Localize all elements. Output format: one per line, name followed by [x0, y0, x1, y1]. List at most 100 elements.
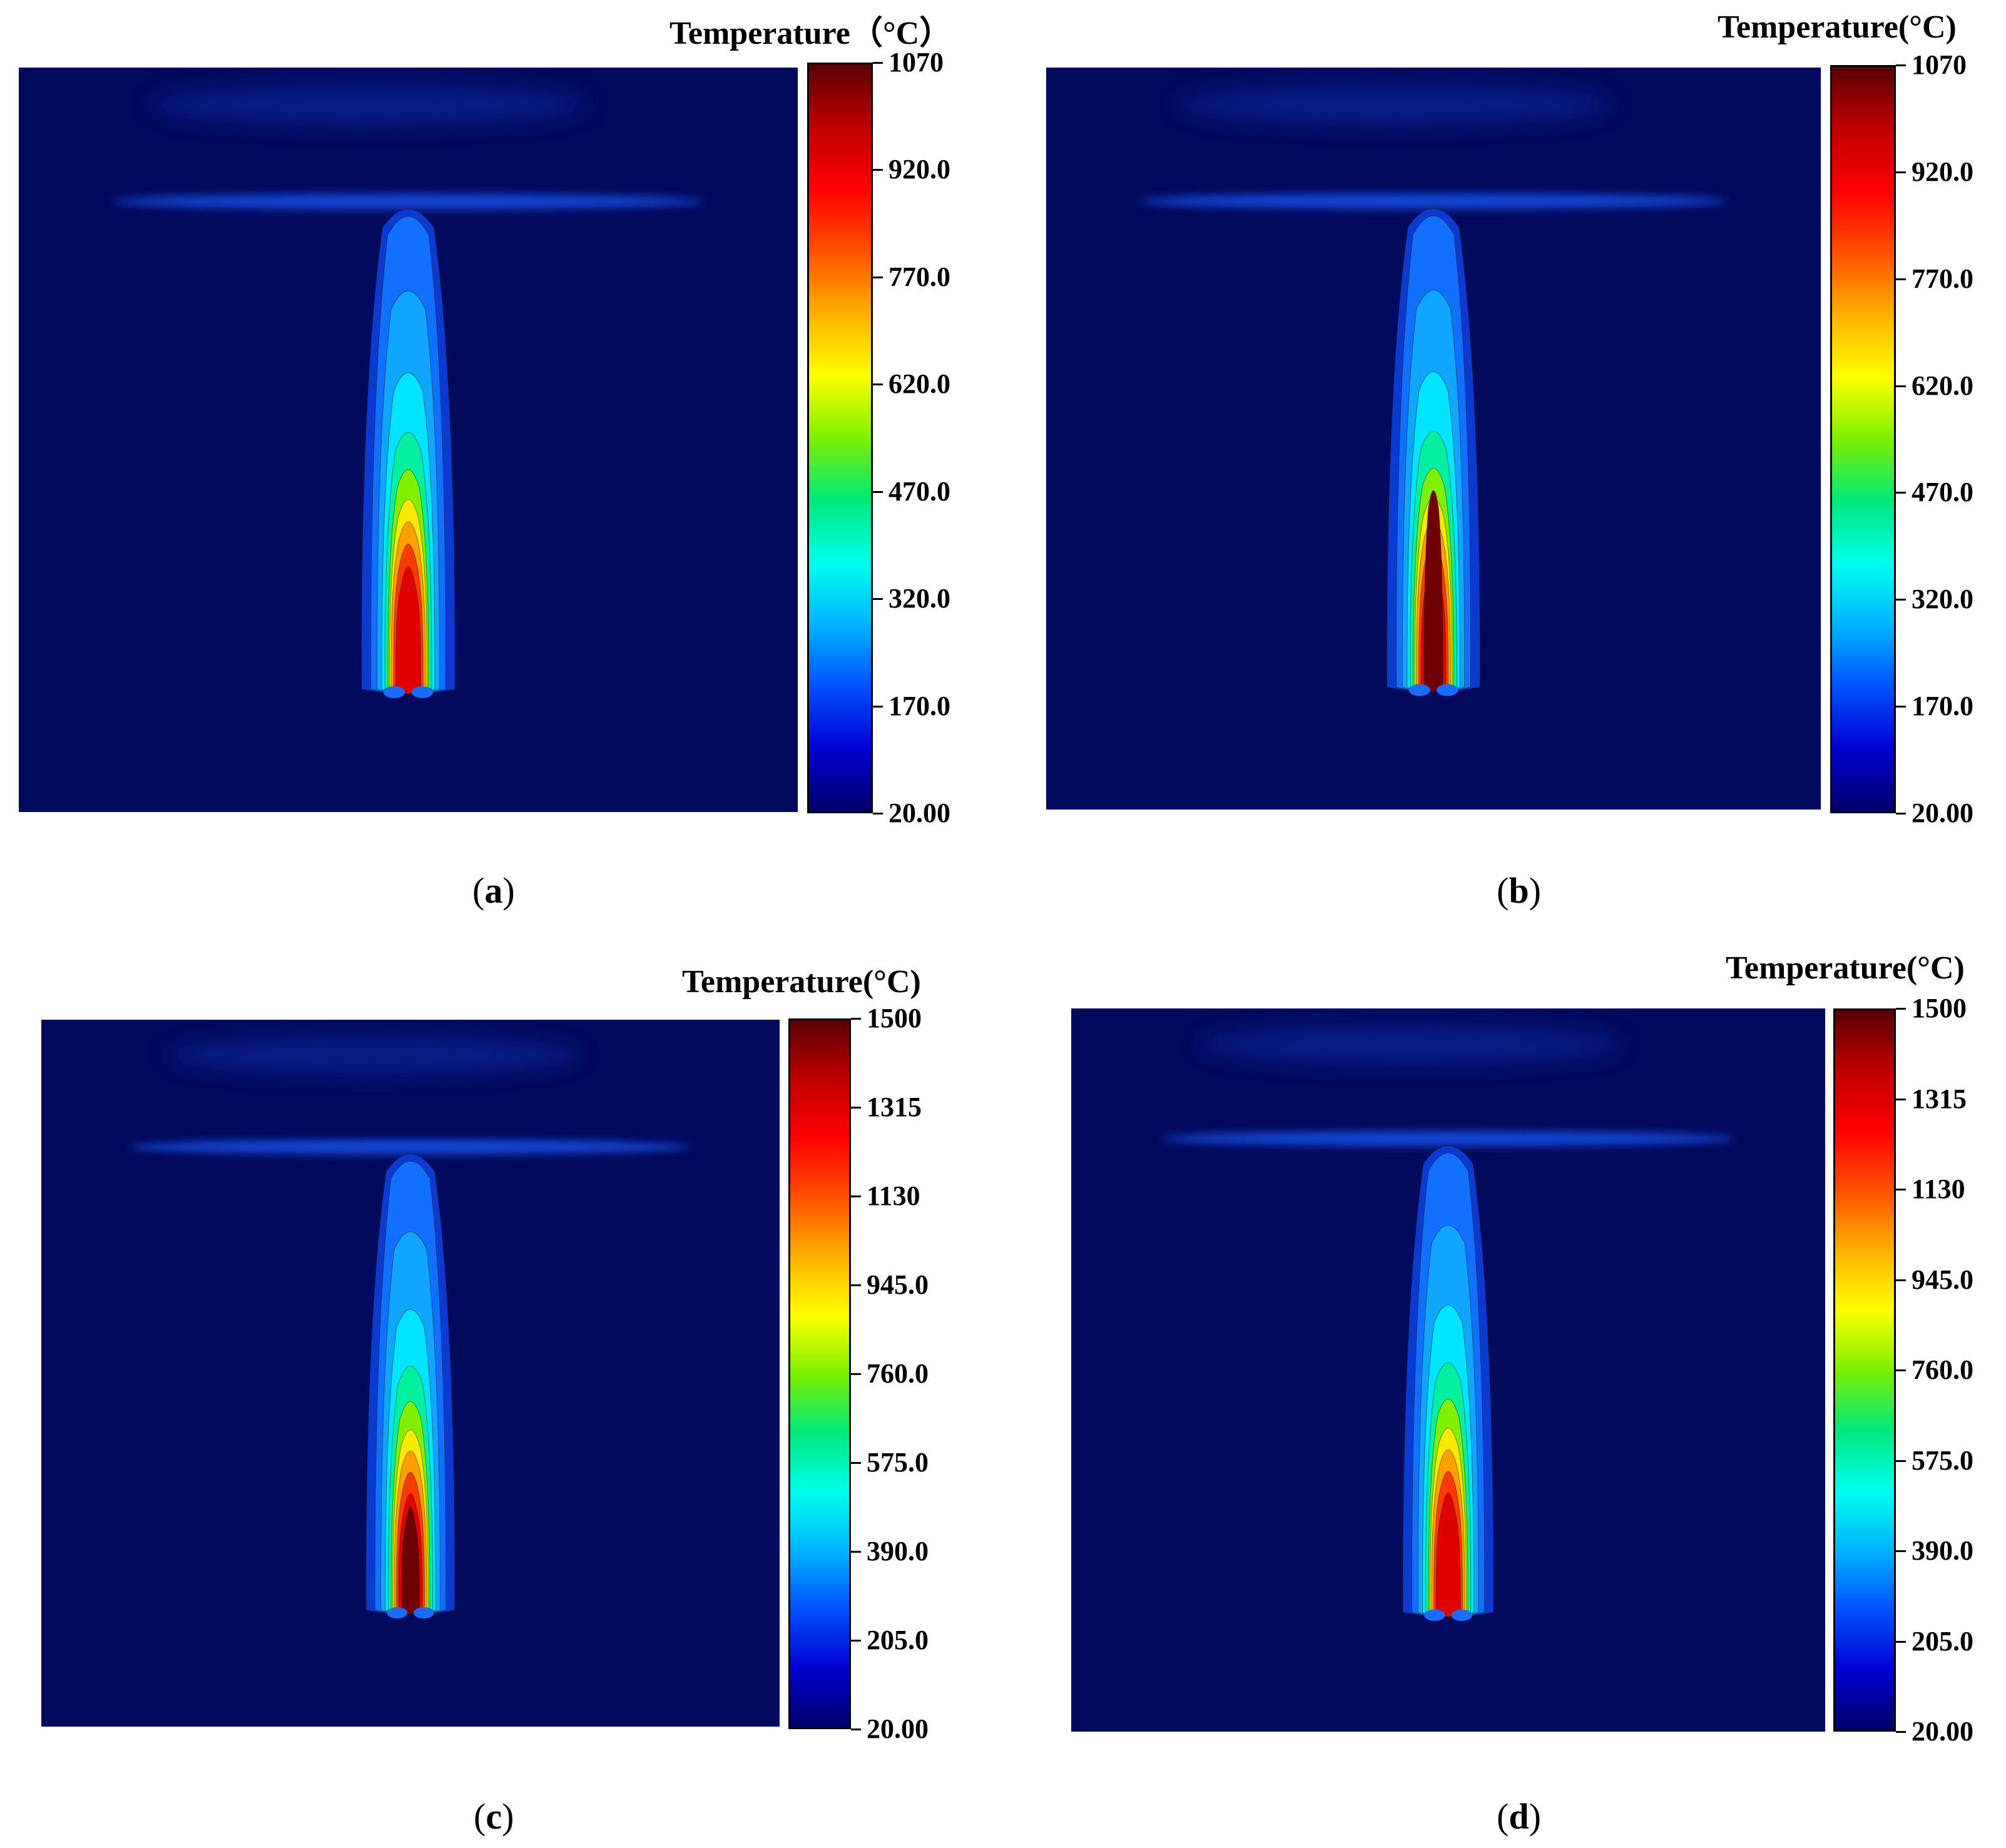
colorbar-tick-mark: [851, 1284, 861, 1286]
colorbar-tick-label: 620.0: [1912, 370, 1973, 401]
colorbar-tick-label: 470.0: [888, 475, 950, 507]
colorbar-tick-label: 575.0: [1912, 1444, 1973, 1476]
colorbar-tick-label: 170.0: [1912, 691, 1973, 722]
colorbar-tick-mark: [851, 1373, 861, 1375]
colorbar-title: Temperature(°C): [1718, 9, 1957, 45]
colorbar-tick-mark: [1896, 706, 1906, 708]
colorbar-tick-mark: [851, 1640, 861, 1642]
colorbar-tick-mark: [1896, 1550, 1906, 1552]
colorbar-tick-label: 945.0: [1912, 1264, 1973, 1295]
colorbar-tick-mark: [873, 813, 883, 815]
colorbar-tick-label: 920.0: [1912, 156, 1973, 187]
plume-base: [387, 1607, 408, 1619]
colorbar-tick-mark: [851, 1462, 861, 1464]
colorbar-tick-label: 20.00: [1912, 1716, 1973, 1747]
colorbar-tick-label: 760.0: [1912, 1354, 1973, 1385]
colorbar-title: Temperature(°C): [1726, 950, 1965, 986]
colorbar-tick-mark: [873, 705, 883, 708]
colorbar-gradient: [790, 1020, 849, 1727]
colorbar-tick-mark: [873, 383, 883, 386]
ceiling-jet: [1161, 1131, 1735, 1146]
plume-base: [1408, 684, 1431, 696]
colorbar: [1830, 65, 1896, 813]
colorbar-tick-mark: [873, 490, 883, 493]
colorbar-tick-mark: [1896, 599, 1906, 601]
panel-caption: (d): [1497, 1796, 1541, 1837]
colorbar-tick-label: 760.0: [867, 1358, 929, 1389]
colorbar-tick-label: 770.0: [888, 261, 950, 292]
colorbar-tick-mark: [873, 62, 883, 64]
colorbar-tick-mark: [851, 1107, 861, 1109]
colorbar-tick-label: 20.00: [867, 1713, 929, 1744]
colorbar-tick-mark: [1896, 1640, 1906, 1643]
colorbar-gradient: [809, 64, 871, 811]
colorbar-tick-mark: [1896, 278, 1906, 280]
plume-base: [1451, 1609, 1473, 1622]
temperature-field-plot: [19, 68, 798, 812]
colorbar-tick-label: 1070: [888, 47, 944, 78]
colorbar-tick-label: 390.0: [867, 1536, 929, 1566]
colorbar-tick-mark: [1896, 1369, 1906, 1371]
colorbar-tick-mark: [851, 1729, 861, 1730]
colorbar-tick-mark: [873, 169, 883, 171]
colorbar-tick-label: 1070: [1912, 49, 1967, 80]
ambient-warm-patch: [1199, 1024, 1622, 1065]
colorbar: [788, 1018, 851, 1729]
colorbar-tick-mark: [1896, 1098, 1906, 1100]
colorbar-gradient: [1832, 67, 1894, 811]
ceiling-jet: [130, 1140, 691, 1154]
panel-caption: (b): [1497, 870, 1541, 911]
colorbar-title: Temperature（°C）: [670, 16, 952, 51]
panel-caption: (a): [472, 870, 515, 911]
colorbar-tick-label: 945.0: [867, 1269, 929, 1300]
colorbar: [807, 63, 873, 813]
colorbar-tick-label: 1315: [1912, 1083, 1967, 1114]
colorbar-tick-label: 1315: [867, 1092, 922, 1122]
colorbar-title: Temperature(°C): [682, 964, 921, 1000]
colorbar-tick-label: 20.00: [888, 798, 950, 828]
colorbar-tick-mark: [851, 1551, 861, 1553]
colorbar-tick-mark: [1896, 813, 1906, 815]
colorbar-tick-mark: [1896, 1008, 1906, 1010]
ambient-warm-patch: [151, 84, 588, 126]
colorbar-tick-label: 320.0: [1912, 584, 1973, 615]
plume-base: [1436, 684, 1459, 696]
colorbar-tick-label: 170.0: [888, 690, 950, 721]
colorbar-tick-label: 1500: [1912, 993, 1967, 1023]
colorbar-tick-label: 320.0: [888, 583, 950, 614]
plume-base: [1423, 1609, 1445, 1622]
colorbar-tick-mark: [851, 1018, 861, 1020]
colorbar-tick-label: 575.0: [867, 1447, 929, 1478]
panel-caption: (c): [474, 1796, 514, 1837]
plume-base: [383, 686, 405, 698]
colorbar-tick-mark: [1896, 1460, 1906, 1462]
plume-base: [413, 1607, 434, 1619]
colorbar-tick-mark: [1896, 385, 1906, 387]
colorbar-tick-mark: [1896, 1731, 1906, 1733]
colorbar-tick-label: 390.0: [1912, 1535, 1973, 1566]
temperature-field-plot: [1046, 68, 1821, 810]
colorbar-tick-mark: [851, 1196, 861, 1197]
colorbar-tick-label: 205.0: [1912, 1625, 1973, 1657]
ambient-warm-patch: [166, 1035, 581, 1075]
colorbar-tick-mark: [873, 276, 883, 278]
temperature-field-plot: [41, 1020, 780, 1727]
colorbar: [1833, 1008, 1896, 1732]
ambient-warm-patch: [1178, 84, 1612, 126]
colorbar-tick-label: 1500: [867, 1003, 922, 1033]
plume-base: [411, 686, 434, 698]
colorbar-tick-label: 920.0: [888, 154, 950, 185]
colorbar-tick-label: 770.0: [1912, 263, 1973, 294]
colorbar-tick-mark: [1896, 1279, 1906, 1281]
colorbar-tick-label: 470.0: [1912, 477, 1973, 508]
colorbar-tick-label: 1130: [1912, 1174, 1965, 1204]
colorbar-tick-label: 205.0: [867, 1625, 929, 1655]
colorbar-tick-mark: [1896, 492, 1906, 494]
ceiling-jet: [1139, 193, 1728, 209]
colorbar-tick-label: 1130: [867, 1180, 920, 1211]
temperature-field-plot: [1071, 1008, 1825, 1732]
colorbar-tick-label: 20.00: [1912, 798, 1973, 828]
colorbar-tick-mark: [1896, 64, 1906, 66]
colorbar-tick-mark: [873, 598, 883, 601]
ceiling-jet: [112, 194, 705, 210]
